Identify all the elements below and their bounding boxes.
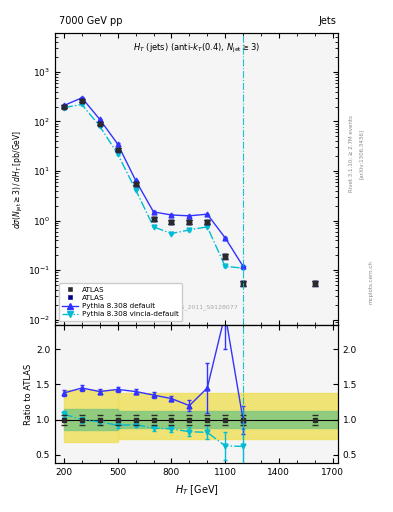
Text: Rivet 3.1.10; ≥ 2.7M events: Rivet 3.1.10; ≥ 2.7M events [349, 115, 354, 192]
Text: 7000 GeV pp: 7000 GeV pp [59, 15, 123, 26]
Text: $H_T$ (jets) (anti-$k_T$(0.4), $N_\mathrm{jet} \geq 3$): $H_T$ (jets) (anti-$k_T$(0.4), $N_\mathr… [133, 42, 260, 55]
Text: ATLAS_2011_S9128077: ATLAS_2011_S9128077 [166, 304, 239, 310]
Text: Jets: Jets [318, 15, 336, 26]
Y-axis label: Ratio to ATLAS: Ratio to ATLAS [24, 364, 33, 424]
X-axis label: $H_T$ [GeV]: $H_T$ [GeV] [174, 483, 219, 497]
Text: mcplots.cern.ch: mcplots.cern.ch [369, 260, 374, 304]
Legend: ATLAS, ATLAS, Pythia 8.308 default, Pythia 8.308 vincia-default: ATLAS, ATLAS, Pythia 8.308 default, Pyth… [59, 283, 182, 321]
Text: [arXiv:1306.3436]: [arXiv:1306.3436] [359, 129, 364, 179]
Y-axis label: $d\sigma(N_\mathrm{jet} \geq 3)\,/\,dH_T\;\mathrm{[pb/GeV]}$: $d\sigma(N_\mathrm{jet} \geq 3)\,/\,dH_T… [12, 130, 25, 228]
